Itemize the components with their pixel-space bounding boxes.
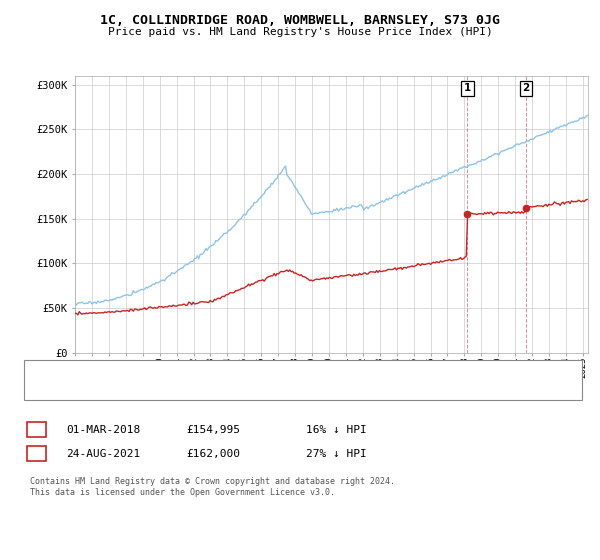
Text: 27% ↓ HPI: 27% ↓ HPI xyxy=(306,449,367,459)
Text: 2: 2 xyxy=(33,449,40,459)
Text: 1C, COLLINDRIDGE ROAD, WOMBWELL, BARNSLEY, S73 0JG: 1C, COLLINDRIDGE ROAD, WOMBWELL, BARNSLE… xyxy=(100,14,500,27)
Text: HPI: Average price, detached house, Barnsley: HPI: Average price, detached house, Barn… xyxy=(72,384,331,394)
Text: £162,000: £162,000 xyxy=(186,449,240,459)
Text: 1C, COLLINDRIDGE ROAD, WOMBWELL, BARNSLEY, S73 0JG (detached house): 1C, COLLINDRIDGE ROAD, WOMBWELL, BARNSLE… xyxy=(72,366,466,376)
Text: 01-MAR-2018: 01-MAR-2018 xyxy=(66,424,140,435)
Text: 2: 2 xyxy=(523,83,530,93)
Text: 16% ↓ HPI: 16% ↓ HPI xyxy=(306,424,367,435)
Text: Contains HM Land Registry data © Crown copyright and database right 2024.
This d: Contains HM Land Registry data © Crown c… xyxy=(30,477,395,497)
Text: Price paid vs. HM Land Registry's House Price Index (HPI): Price paid vs. HM Land Registry's House … xyxy=(107,27,493,37)
Text: £154,995: £154,995 xyxy=(186,424,240,435)
Text: 1: 1 xyxy=(33,424,40,435)
Text: 1: 1 xyxy=(464,83,471,93)
Text: 24-AUG-2021: 24-AUG-2021 xyxy=(66,449,140,459)
